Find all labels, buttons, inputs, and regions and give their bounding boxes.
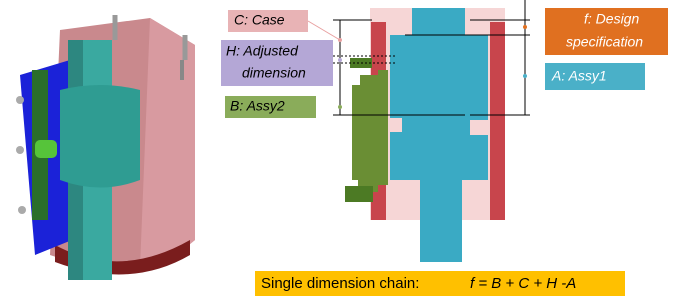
label: A: Assy1	[551, 68, 607, 84]
diagram: C: Case H: Adjusted dimension B: Assy2 f…	[0, 0, 692, 300]
leader-dot	[338, 38, 342, 42]
leader-dot	[523, 25, 527, 29]
label: C: Case	[234, 12, 285, 28]
caption-formula: f = B + C + H -A	[470, 275, 576, 292]
caption-prefix: Single dimension chain:	[261, 275, 419, 292]
render	[16, 15, 195, 280]
leader-dot	[523, 74, 527, 78]
leader-dot	[338, 58, 342, 62]
label: specification	[566, 34, 643, 50]
label: dimension	[242, 65, 306, 81]
leader	[308, 21, 340, 40]
section	[345, 8, 505, 262]
label: H: Adjusted	[226, 43, 299, 59]
leader-dot	[338, 105, 342, 109]
label: f: Design	[584, 11, 639, 27]
label: B: Assy2	[230, 98, 285, 114]
